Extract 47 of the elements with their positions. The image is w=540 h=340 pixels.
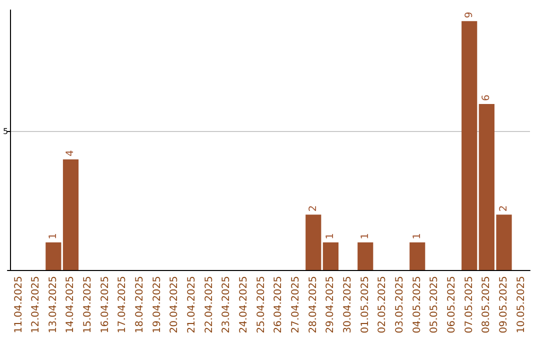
- data-label: 4: [65, 150, 76, 156]
- x-tick-label: 23.04.2025: [221, 276, 232, 334]
- bar: [410, 242, 426, 270]
- x-tick-label: 03.05.2025: [394, 276, 406, 334]
- bar: [46, 242, 62, 270]
- x-tick-label: 07.05.2025: [464, 276, 475, 334]
- x-tick-label: 05.05.2025: [429, 276, 440, 334]
- data-label: 1: [325, 232, 336, 240]
- bar: [358, 242, 374, 270]
- data-label: 2: [308, 205, 319, 212]
- bar: [306, 214, 322, 270]
- x-tick-label: 11.04.2025: [13, 276, 24, 334]
- x-tick-label: 09.05.2025: [498, 276, 510, 334]
- bar: [322, 242, 338, 270]
- x-tick-label: 29.04.2025: [325, 276, 336, 334]
- x-tick-label: 10.05.2025: [516, 276, 527, 334]
- x-tick-label: 01.05.2025: [360, 276, 371, 334]
- x-tick-label: 08.05.2025: [481, 276, 492, 334]
- data-label: 1: [412, 232, 423, 240]
- x-tick-label: 04.05.2025: [412, 276, 423, 334]
- x-tick-label: 06.05.2025: [446, 276, 458, 334]
- x-tick-label: 30.04.2025: [342, 276, 354, 334]
- x-tick-label: 15.04.2025: [82, 276, 94, 334]
- data-label: 6: [481, 94, 492, 102]
- data-label: 1: [48, 232, 59, 240]
- x-tick-label: 13.04.2025: [48, 276, 59, 334]
- x-tick-label: 18.04.2025: [134, 276, 146, 334]
- x-tick-label: 20.04.2025: [169, 276, 180, 334]
- bar: [462, 21, 478, 270]
- data-label: 9: [464, 12, 475, 18]
- bar: [62, 159, 79, 270]
- x-tick-label: 25.04.2025: [256, 276, 267, 334]
- data-label: 1: [360, 232, 371, 240]
- x-tick-label: 17.04.2025: [117, 276, 128, 334]
- y-tick-label: 5: [2, 127, 8, 136]
- x-tick-label: 14.04.2025: [65, 276, 76, 334]
- x-tick-label: 16.04.2025: [100, 276, 111, 334]
- x-tick-label: 02.05.2025: [377, 276, 388, 334]
- x-tick-label: 19.04.2025: [152, 276, 163, 334]
- x-tick-label: 22.04.2025: [204, 276, 215, 334]
- x-tick-label: 28.04.2025: [308, 276, 319, 334]
- x-tick-label: 12.04.2025: [30, 276, 42, 334]
- x-tick-label: 21.04.2025: [186, 276, 198, 334]
- x-tick-label: 26.04.2025: [273, 276, 284, 334]
- data-label: 2: [498, 205, 510, 212]
- x-tick-label: 24.04.2025: [238, 276, 250, 334]
- x-tick-label: 27.04.2025: [290, 276, 302, 334]
